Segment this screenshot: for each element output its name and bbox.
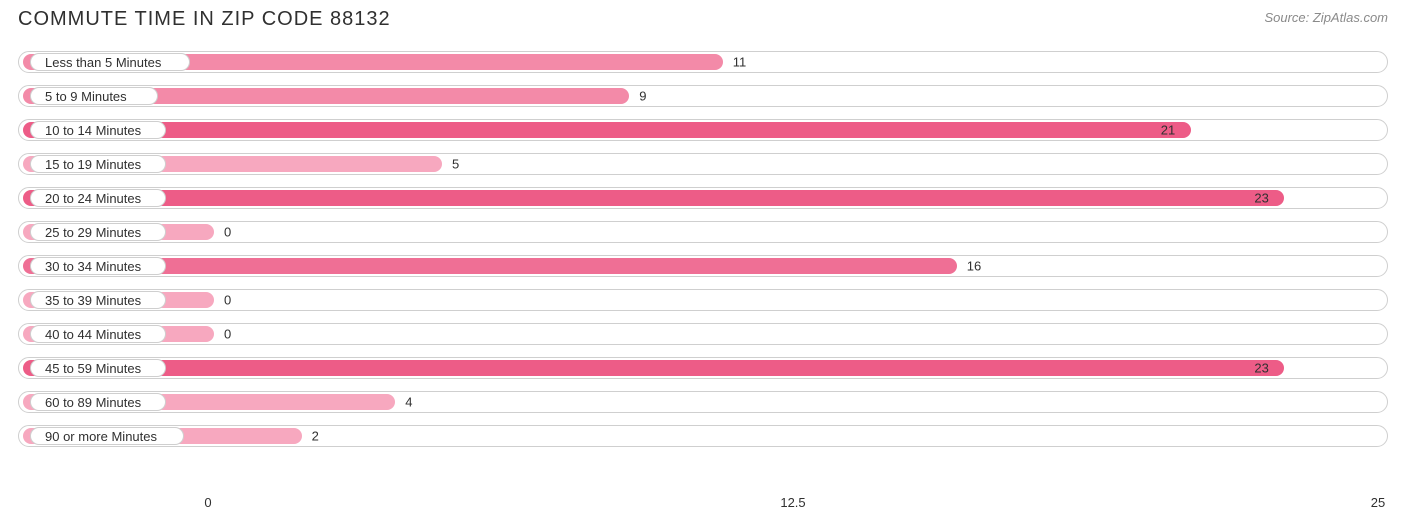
bar-fill bbox=[23, 190, 1284, 206]
category-pill: 20 to 24 Minutes bbox=[30, 189, 166, 207]
bar-row: 15 to 19 Minutes 5 bbox=[18, 150, 1388, 178]
chart-source: Source: ZipAtlas.com bbox=[1264, 10, 1388, 25]
bar-row: 20 to 24 Minutes 23 bbox=[18, 184, 1388, 212]
category-label: 15 to 19 Minutes bbox=[45, 157, 141, 172]
category-label: 10 to 14 Minutes bbox=[45, 123, 141, 138]
category-pill: 25 to 29 Minutes bbox=[30, 223, 166, 241]
x-axis-tick-label: 12.5 bbox=[780, 495, 805, 510]
bar-row: 90 or more Minutes 2 bbox=[18, 422, 1388, 450]
bar-value: 4 bbox=[405, 395, 412, 410]
bar-fill bbox=[23, 360, 1284, 376]
category-pill: 90 or more Minutes bbox=[30, 427, 184, 445]
category-pill: 45 to 59 Minutes bbox=[30, 359, 166, 377]
bar-value: 23 bbox=[1254, 191, 1268, 206]
bar-value: 2 bbox=[312, 429, 319, 444]
category-label: 60 to 89 Minutes bbox=[45, 395, 141, 410]
bar-value: 5 bbox=[452, 157, 459, 172]
bar-value: 21 bbox=[1161, 123, 1175, 138]
category-label: 5 to 9 Minutes bbox=[45, 89, 127, 104]
bar-fill bbox=[23, 122, 1191, 138]
bar-row: 35 to 39 Minutes 0 bbox=[18, 286, 1388, 314]
category-pill: 10 to 14 Minutes bbox=[30, 121, 166, 139]
category-pill: 60 to 89 Minutes bbox=[30, 393, 166, 411]
category-pill: 30 to 34 Minutes bbox=[30, 257, 166, 275]
bar-row: 25 to 29 Minutes 0 bbox=[18, 218, 1388, 246]
category-label: 30 to 34 Minutes bbox=[45, 259, 141, 274]
bar-value: 11 bbox=[733, 55, 747, 70]
category-label: 40 to 44 Minutes bbox=[45, 327, 141, 342]
category-label: Less than 5 Minutes bbox=[45, 55, 161, 70]
x-axis-tick-label: 0 bbox=[204, 495, 211, 510]
bar-row: 10 to 14 Minutes 21 bbox=[18, 116, 1388, 144]
chart-title: COMMUTE TIME IN ZIP CODE 88132 bbox=[18, 8, 391, 31]
category-pill: 40 to 44 Minutes bbox=[30, 325, 166, 343]
bar-value: 9 bbox=[639, 89, 646, 104]
x-axis-tick-label: 25 bbox=[1371, 495, 1385, 510]
chart-area: Less than 5 Minutes 11 5 to 9 Minutes 9 10 t… bbox=[18, 48, 1388, 491]
category-pill: 35 to 39 Minutes bbox=[30, 291, 166, 309]
bar-value: 0 bbox=[224, 327, 231, 342]
bar-value: 0 bbox=[224, 293, 231, 308]
bar-value: 23 bbox=[1254, 361, 1268, 376]
bar-row: Less than 5 Minutes 11 bbox=[18, 48, 1388, 76]
bar-row: 60 to 89 Minutes 4 bbox=[18, 388, 1388, 416]
bar-row: 5 to 9 Minutes 9 bbox=[18, 82, 1388, 110]
category-pill: 15 to 19 Minutes bbox=[30, 155, 166, 173]
category-label: 25 to 29 Minutes bbox=[45, 225, 141, 240]
bar-row: 45 to 59 Minutes 23 bbox=[18, 354, 1388, 382]
category-label: 20 to 24 Minutes bbox=[45, 191, 141, 206]
bar-value: 0 bbox=[224, 225, 231, 240]
chart-header: COMMUTE TIME IN ZIP CODE 88132 Source: Z… bbox=[0, 0, 1406, 31]
category-pill: 5 to 9 Minutes bbox=[30, 87, 158, 105]
bar-row: 30 to 34 Minutes 16 bbox=[18, 252, 1388, 280]
category-label: 35 to 39 Minutes bbox=[45, 293, 141, 308]
category-pill: Less than 5 Minutes bbox=[30, 53, 190, 71]
bar-value: 16 bbox=[967, 259, 981, 274]
bar-row: 40 to 44 Minutes 0 bbox=[18, 320, 1388, 348]
category-label: 45 to 59 Minutes bbox=[45, 361, 141, 376]
category-label: 90 or more Minutes bbox=[45, 429, 157, 444]
x-axis: 0 12.5 25 bbox=[18, 495, 1388, 515]
